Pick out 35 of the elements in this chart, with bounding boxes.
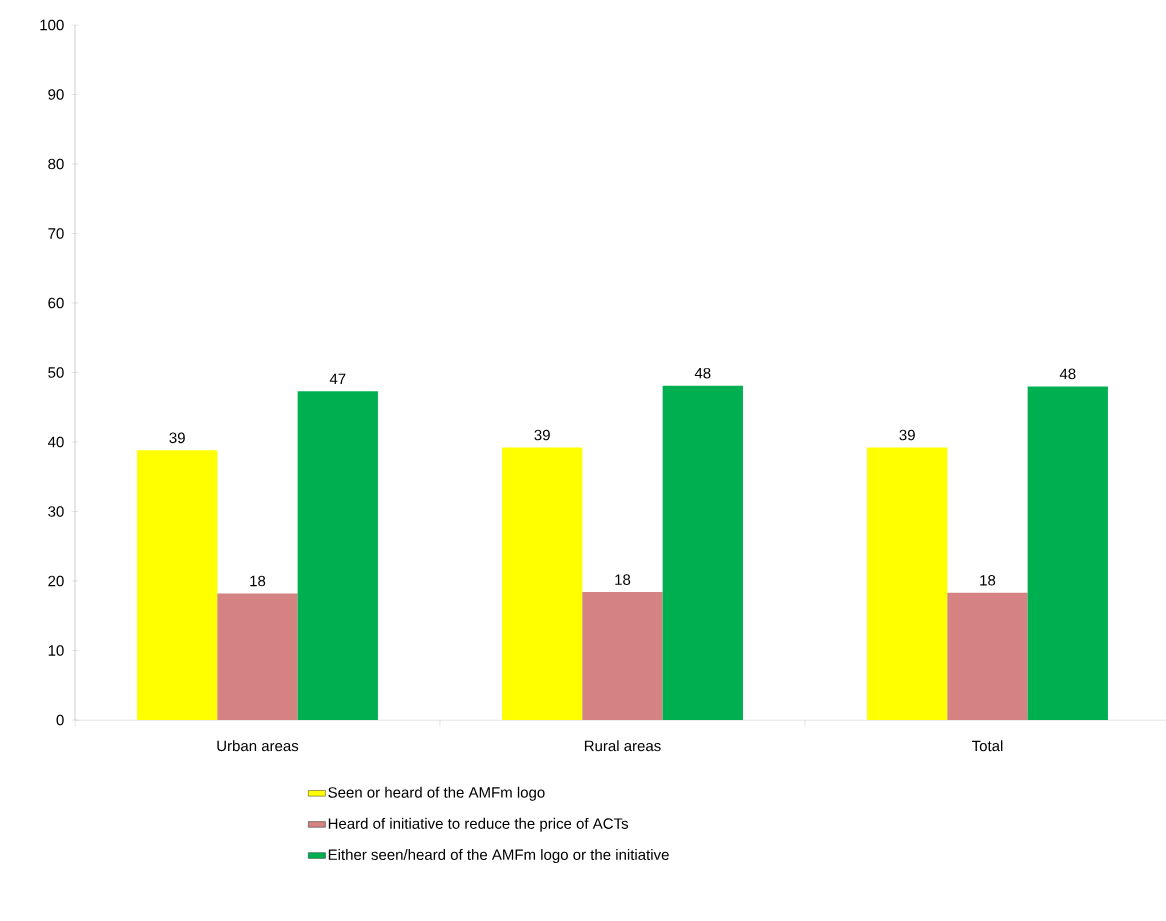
bar: [947, 592, 1028, 720]
y-tick-label: 40: [47, 436, 64, 448]
y-tick-label: 60: [48, 297, 64, 309]
data-label: 47: [329, 373, 346, 385]
y-tick-label: 50: [48, 367, 64, 378]
bar: [582, 592, 663, 720]
y-tick-label: 0: [56, 714, 64, 726]
y-tick-label: 20: [48, 575, 64, 587]
data-label: 48: [694, 367, 711, 379]
data-label: 48: [1059, 368, 1076, 380]
bar: [502, 447, 583, 720]
x-tick-label: Rural areas: [584, 740, 661, 752]
y-tick-label: 90: [48, 89, 64, 100]
y-tick-label: 30: [48, 506, 64, 517]
legend-label: Either seen/heard of the AMFm logo or the initiative: [328, 848, 669, 863]
data-label: 39: [899, 429, 915, 441]
legend-label: Heard of initiative to reduce the price of ACTs: [328, 817, 629, 832]
bar: [1027, 386, 1108, 720]
data-label: 18: [615, 574, 631, 585]
x-tick-label: Urban areas: [217, 740, 299, 752]
data-label: 18: [980, 574, 996, 586]
bar: [867, 447, 948, 720]
bar: [662, 385, 743, 720]
bar: [137, 450, 218, 720]
bar: [297, 391, 378, 720]
data-label: 18: [250, 575, 266, 587]
x-tick-label: Total: [971, 740, 1003, 752]
data-label: 39: [534, 429, 550, 441]
bar: [217, 593, 298, 720]
data-label: 39: [169, 432, 185, 444]
legend-label: Seen or heard of the AMFm logo: [328, 786, 545, 801]
y-tick-label: 80: [48, 158, 64, 170]
y-tick-label: 100: [40, 19, 64, 31]
y-tick-label: 70: [48, 228, 64, 239]
y-tick-label: 10: [48, 645, 64, 656]
